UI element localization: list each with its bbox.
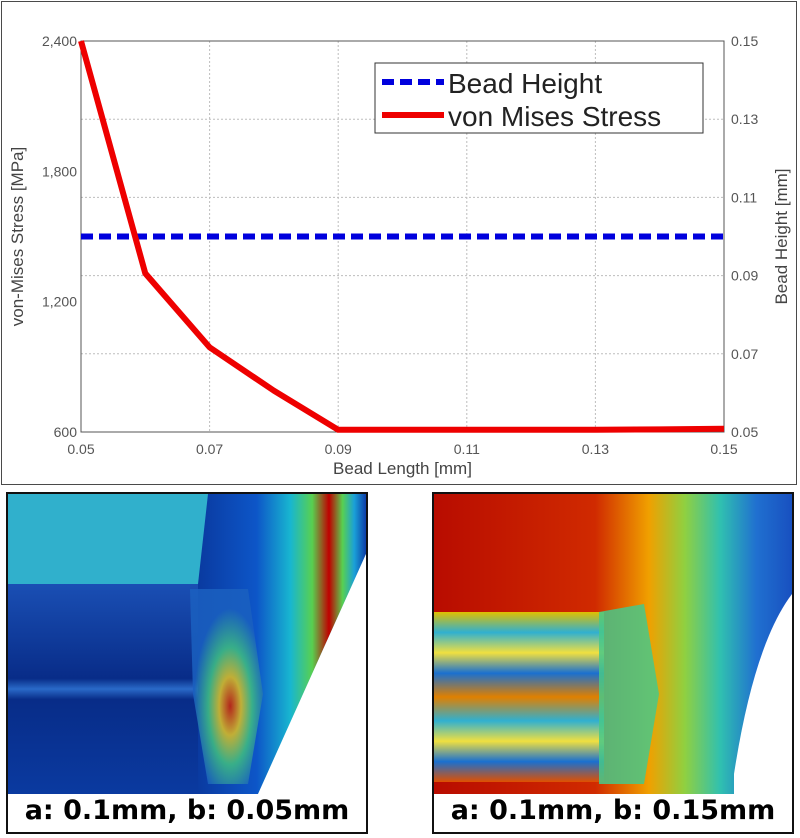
y-left-tick-label: 2,400 xyxy=(42,33,77,49)
y-left-tick-label: 1,200 xyxy=(42,294,77,310)
legend-label: Bead Height xyxy=(448,68,602,99)
y-right-axis-title: Bead Height [mm] xyxy=(772,168,791,304)
x-tick-label: 0.05 xyxy=(67,441,94,457)
panel-caption: a: 0.1mm, b: 0.15mm xyxy=(450,795,776,826)
y-right-tick-label: 0.07 xyxy=(731,346,758,362)
dual-axis-line-chart: 0.05 0.07 0.09 0.11 0.13 0.15 600 1,200 1,800 2,4… xyxy=(8,33,791,478)
y-left-tick-label: 600 xyxy=(54,424,78,440)
x-tick-label: 0.15 xyxy=(710,441,737,457)
simulation-panel-b005: a: 0.1mm, b: 0.05mm xyxy=(6,492,368,834)
y-right-tick-label: 0.15 xyxy=(731,33,758,49)
x-tick-label: 0.11 xyxy=(454,441,480,457)
panel-caption: a: 0.1mm, b: 0.05mm xyxy=(24,795,350,826)
y-left-axis-title: von-Mises Stress [MPa] xyxy=(8,147,27,327)
stress-contour-image-b005 xyxy=(8,494,366,794)
simulation-panel-b015: a: 0.1mm, b: 0.15mm xyxy=(432,492,794,834)
chart-frame: 0.05 0.07 0.09 0.11 0.13 0.15 600 1,200 1,800 2,4… xyxy=(1,1,797,485)
y-left-tick-label: 1,800 xyxy=(42,163,77,179)
y-right-tick-label: 0.09 xyxy=(731,268,758,284)
x-tick-label: 0.13 xyxy=(582,441,609,457)
y-right-tick-label: 0.11 xyxy=(731,189,757,205)
y-right-tick-label: 0.13 xyxy=(731,111,758,127)
legend-box xyxy=(374,62,704,134)
y-right-tick-label: 0.05 xyxy=(731,424,758,440)
legend-label: von Mises Stress xyxy=(448,101,661,132)
von-mises-stress-series-line xyxy=(78,40,725,433)
x-axis-title: Bead Length [mm] xyxy=(333,459,472,478)
stress-contour-image-b015 xyxy=(434,494,792,794)
x-tick-label: 0.09 xyxy=(325,441,352,457)
x-tick-label: 0.07 xyxy=(196,441,223,457)
